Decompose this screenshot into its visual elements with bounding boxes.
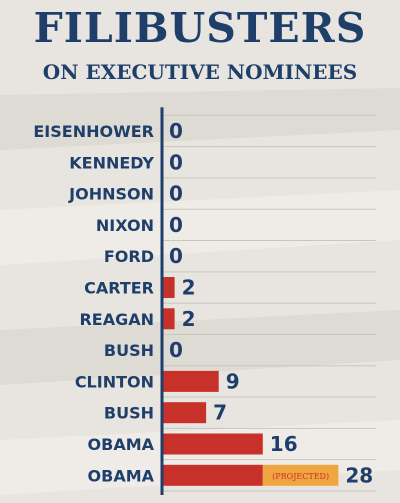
category-label: BUSH: [104, 404, 154, 423]
bar: [162, 277, 175, 298]
value-label: 16: [270, 432, 298, 456]
bar: [162, 433, 263, 455]
value-label: 0: [169, 150, 183, 174]
category-label: CLINTON: [75, 372, 154, 391]
bar: [162, 402, 207, 424]
projected-bar-segment: [262, 464, 339, 486]
value-label: 28: [345, 463, 373, 487]
category-label: NIXON: [96, 216, 154, 235]
category-label: JOHNSON: [68, 185, 154, 204]
value-label: 9: [226, 369, 240, 393]
value-label: 0: [169, 244, 183, 268]
category-label: REAGAN: [79, 310, 154, 329]
value-label: 7: [213, 401, 227, 425]
category-label: KENNEDY: [69, 153, 154, 172]
category-label: OBAMA: [88, 435, 155, 454]
category-label: FORD: [104, 247, 154, 266]
category-label: BUSH: [104, 341, 154, 360]
category-label: EISENHOWER: [33, 122, 154, 141]
bar: [162, 370, 219, 392]
value-label: 0: [169, 182, 183, 206]
bar: [162, 308, 175, 330]
chart-title: FILIBUSTERS: [33, 4, 367, 52]
category-label: CARTER: [84, 279, 154, 298]
value-label: 2: [182, 307, 196, 331]
category-label: OBAMA: [88, 466, 155, 485]
value-label: 0: [169, 338, 183, 362]
bar: [162, 464, 263, 486]
chart-subtitle: ON EXECUTIVE NOMINEES: [42, 60, 358, 84]
value-label: 2: [182, 276, 196, 300]
value-label: 0: [169, 213, 183, 237]
value-label: 0: [169, 119, 183, 143]
projected-label: (PROJECTED): [272, 472, 329, 481]
